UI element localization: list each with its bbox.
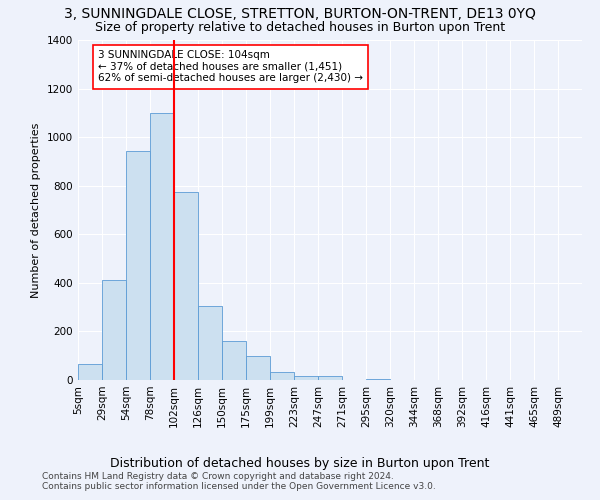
Text: 3 SUNNINGDALE CLOSE: 104sqm
← 37% of detached houses are smaller (1,451)
62% of : 3 SUNNINGDALE CLOSE: 104sqm ← 37% of det… [98,50,363,84]
Bar [318,376,342,380]
Bar [198,306,222,380]
Text: Contains HM Land Registry data © Crown copyright and database right 2024.: Contains HM Land Registry data © Crown c… [42,472,394,481]
Bar [246,356,270,380]
Bar [150,113,174,380]
Y-axis label: Number of detached properties: Number of detached properties [31,122,41,298]
Text: Distribution of detached houses by size in Burton upon Trent: Distribution of detached houses by size … [110,458,490,470]
Bar [270,372,294,380]
Bar [102,280,126,380]
Bar [222,341,246,380]
Text: Size of property relative to detached houses in Burton upon Trent: Size of property relative to detached ho… [95,21,505,34]
Text: Contains public sector information licensed under the Open Government Licence v3: Contains public sector information licen… [42,482,436,491]
Bar [126,150,150,380]
Text: 3, SUNNINGDALE CLOSE, STRETTON, BURTON-ON-TRENT, DE13 0YQ: 3, SUNNINGDALE CLOSE, STRETTON, BURTON-O… [64,8,536,22]
Bar [174,192,198,380]
Bar [366,379,390,380]
Bar [294,376,318,380]
Bar [78,364,102,380]
